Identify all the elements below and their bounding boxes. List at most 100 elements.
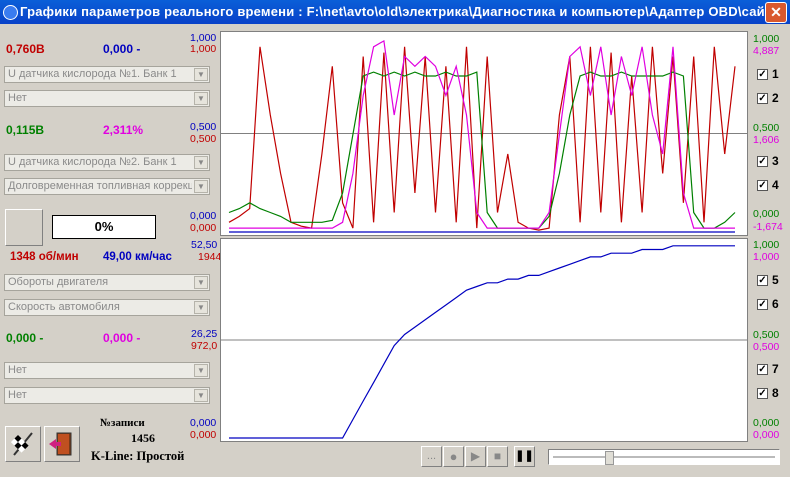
top-left-axis-mid-b: 0,500 (190, 133, 217, 145)
channel-6-checkbox[interactable]: ✓ (757, 299, 768, 310)
exit-button[interactable] (44, 426, 80, 462)
p1-select-2-text: Нет (8, 92, 27, 104)
channel-8-label: 8 (772, 386, 779, 400)
channel-2-label: 2 (772, 91, 779, 105)
bottom-right-axis-mid-a: 0,500 (753, 329, 780, 341)
window-title: Графики параметров реального времени : F… (20, 4, 777, 19)
p4-param-select-2[interactable]: Нет ▼ (4, 387, 210, 404)
chevron-down-icon[interactable]: ▼ (194, 301, 208, 314)
channel-6-label: 6 (772, 297, 779, 311)
chevron-down-icon[interactable]: ▼ (194, 389, 208, 402)
bottom-left-axis-min-a: 0,000 (190, 417, 217, 429)
p1-select-1-text: U датчика кислорода №1. Банк 1 (8, 68, 177, 80)
bottom-right-axis-min-a: 0,000 (753, 417, 780, 429)
p1-param-select-2[interactable]: Нет ▼ (4, 90, 210, 107)
top-left-axis-max-a: 1,000 (190, 32, 217, 44)
blank-square-button[interactable] (5, 209, 43, 246)
play-button[interactable]: ▶ (465, 446, 486, 467)
top-left-axis-min-b: 0,000 (190, 222, 217, 234)
channel-4-checkbox[interactable]: ✓ (757, 180, 768, 191)
bottom-right-axis-mid-b: 0,500 (753, 341, 780, 353)
p2-param-select-1[interactable]: U датчика кислорода №2. Банк 1 ▼ (4, 154, 210, 171)
channel-3-label: 3 (772, 154, 779, 168)
p2-param-select-2[interactable]: Долговременная топливная коррекция ▼ (4, 178, 210, 195)
progress-indicator: 0% (52, 215, 156, 239)
p1-value-2: 0,000 - (103, 42, 141, 56)
speed-value: 49,00 км/час (103, 251, 172, 263)
channel-4-label: 4 (772, 178, 779, 192)
more-button[interactable]: ... (421, 446, 442, 467)
channel-5-checkbox[interactable]: ✓ (757, 275, 768, 286)
p4-select-2-text: Нет (8, 389, 27, 401)
p4-value-1: 0,000 - (6, 331, 44, 345)
top-right-axis-min-b: -1,674 (753, 221, 783, 233)
channel-7-label: 7 (772, 362, 779, 376)
top-right-axis-max-b: 4,887 (753, 45, 780, 57)
chevron-down-icon[interactable]: ▼ (194, 156, 208, 169)
record-label: №записи (100, 417, 145, 429)
series-line-2 (229, 245, 735, 439)
record-value: 1456 (131, 431, 155, 445)
p3-select-1-text: Обороты двигателя (8, 276, 109, 288)
top-chart-svg (221, 39, 747, 233)
bottom-right-axis-max-a: 1,000 (753, 239, 780, 251)
series-line-3 (228, 71, 736, 229)
p4-value-2: 0,000 - (103, 331, 141, 345)
chevron-down-icon[interactable]: ▼ (194, 364, 208, 377)
channel-7-checkbox[interactable]: ✓ (757, 364, 768, 375)
p2-select-1-text: U датчика кислорода №2. Банк 1 (8, 156, 177, 168)
channel-1-checkbox[interactable]: ✓ (757, 69, 768, 80)
bottom-right-axis-max-b: 1,000 (753, 251, 780, 263)
p3-param-select-1[interactable]: Обороты двигателя ▼ (4, 274, 210, 291)
bottom-left-axis-min-b: 0,000 (190, 429, 217, 441)
rpm-value: 1348 об/мин (10, 251, 79, 263)
bottom-chart-svg (221, 245, 747, 439)
chevron-down-icon[interactable]: ▼ (194, 180, 208, 193)
top-right-axis-mid-a: 0,500 (753, 122, 780, 134)
bottom-left-axis-mid-a: 26,25 (191, 328, 218, 340)
p2-value-2: 2,311% (103, 123, 144, 137)
channel-2-checkbox[interactable]: ✓ (757, 93, 768, 104)
chevron-down-icon[interactable]: ▼ (194, 276, 208, 289)
checkered-flag-icon (10, 432, 33, 456)
position-slider[interactable] (548, 449, 780, 465)
title-bar: Графики параметров реального времени : F… (0, 0, 790, 24)
progress-label: 0% (94, 219, 114, 234)
app-icon (3, 5, 18, 20)
bottom-left-axis-mid-b: 972,0 (191, 340, 218, 352)
channel-1-label: 1 (772, 67, 779, 81)
p2-select-2-text: Долговременная топливная коррекция (8, 180, 192, 192)
bottom-right-axis-min-b: 0,000 (753, 429, 780, 441)
top-chart (220, 31, 748, 236)
top-right-axis-max-a: 1,000 (753, 33, 780, 45)
bottom-left-axis-max-a: 52,50 (191, 239, 218, 251)
p3-select-2-text: Скорость автомобиля (8, 301, 120, 313)
p4-param-select-1[interactable]: Нет ▼ (4, 362, 210, 379)
top-left-axis-max-b: 1,000 (190, 43, 217, 55)
top-left-axis-min-a: 0,000 (190, 210, 217, 222)
pause-button[interactable]: ❚❚ (514, 446, 535, 467)
top-right-axis-mid-b: 1,606 (753, 134, 780, 146)
record-button[interactable]: ● (443, 446, 464, 467)
stop-button[interactable]: ■ (487, 446, 508, 467)
slider-track (553, 456, 775, 458)
top-right-axis-min-a: 0,000 (753, 208, 780, 220)
slider-thumb[interactable] (605, 451, 614, 465)
channel-3-checkbox[interactable]: ✓ (757, 156, 768, 167)
bottom-left-axis-max-b: 1944 (198, 251, 222, 263)
channel-5-label: 5 (772, 273, 779, 287)
exit-door-icon (49, 432, 72, 456)
flag-button[interactable] (5, 426, 41, 462)
top-left-axis-mid-a: 0,500 (190, 121, 217, 133)
chevron-down-icon[interactable]: ▼ (194, 68, 208, 81)
p3-param-select-2[interactable]: Скорость автомобиля ▼ (4, 299, 210, 316)
p4-select-1-text: Нет (8, 364, 27, 376)
p1-param-select-1[interactable]: U датчика кислорода №1. Банк 1 ▼ (4, 66, 210, 83)
p2-value-1: 0,115В (6, 123, 45, 137)
channel-8-checkbox[interactable]: ✓ (757, 388, 768, 399)
chevron-down-icon[interactable]: ▼ (194, 92, 208, 105)
series-line-4 (229, 39, 735, 229)
close-button[interactable]: ✕ (765, 2, 787, 23)
status-text: K-Line: Простой (91, 449, 185, 463)
bottom-chart (220, 238, 748, 442)
